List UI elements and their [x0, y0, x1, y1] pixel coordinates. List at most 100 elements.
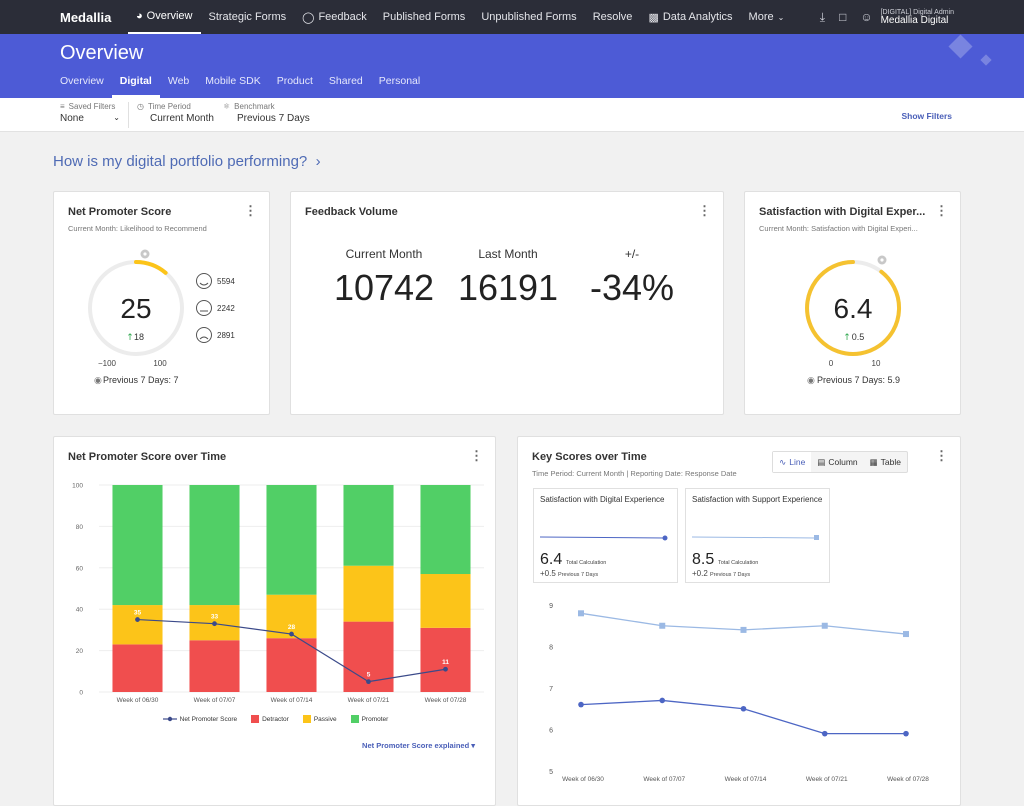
kebab-menu-icon[interactable]: ⋮	[470, 448, 483, 463]
legend-detractor[interactable]: Detractor	[251, 715, 289, 723]
bar-promoter	[266, 485, 317, 595]
nav-published-forms-label: Published Forms	[382, 11, 466, 23]
toggle-line[interactable]: ∿ Line	[773, 452, 812, 472]
tab-personal[interactable]: Personal	[378, 75, 421, 87]
mini-support-value: 8.5	[692, 551, 715, 568]
kebab-menu-icon[interactable]: ⋮	[244, 203, 257, 218]
section-question[interactable]: How is my digital portfolio performing? …	[53, 153, 321, 170]
frown-icon	[196, 327, 212, 343]
benchmark-select[interactable]: ⚛ Benchmark Previous 7 Days	[223, 102, 310, 124]
filter-bar: ≡ Saved Filters None ⌄ ◷ Time Period Curren…	[0, 98, 1024, 132]
bar-chart-icon: ▩	[648, 11, 659, 24]
nps-data-label: 5	[367, 672, 371, 679]
nav-unpublished-forms[interactable]: Unpublished Forms	[473, 0, 584, 34]
series-point-0	[740, 626, 747, 633]
kebab-menu-icon[interactable]: ⋮	[935, 448, 948, 463]
legend-nps[interactable]: Net Promoter Score	[162, 715, 237, 723]
legend-passive[interactable]: Passive	[302, 715, 337, 723]
kebab-menu-icon[interactable]: ⋮	[935, 203, 948, 218]
tab-mobile-sdk[interactable]: Mobile SDK	[205, 75, 261, 87]
clock-icon: ◷	[137, 102, 144, 111]
key-scores-line-chart: 5 6 7 8 9 Week of 06/30 Week of 07/07 Week of 0…	[549, 603, 929, 783]
mini-card-digital[interactable]: Satisfaction with Digital Experience 6.4…	[533, 488, 678, 583]
decor-diamond-small	[980, 54, 992, 66]
user-menu[interactable]: [DIGITAL] Digital Admin Medallia Digital	[881, 9, 954, 26]
series-point-1	[740, 705, 747, 712]
saved-filters-label: Saved Filters	[68, 102, 116, 111]
x-tick-label: Week of 07/21	[348, 697, 390, 704]
nav-more[interactable]: More ⌄	[741, 0, 793, 34]
nav-strategic-forms[interactable]: Strategic Forms	[201, 0, 295, 34]
time-period-select[interactable]: ◷ Time Period Current Month	[137, 102, 214, 124]
nav-feedback[interactable]: ◯ Feedback	[294, 0, 375, 34]
mini-support-delta-label: Previous 7 Days	[710, 572, 751, 578]
tab-product[interactable]: Product	[276, 75, 313, 87]
y-tick-label: 20	[76, 648, 84, 655]
nav-feedback-label: Feedback	[318, 11, 367, 23]
series-line-1	[580, 699, 906, 735]
nps-over-time-title: Net Promoter Score over Time	[68, 451, 227, 463]
tab-web[interactable]: Web	[167, 75, 190, 87]
tab-digital[interactable]: Digital	[111, 74, 160, 98]
nps-data-label: 11	[442, 659, 449, 666]
mini-support-delta: +0.2	[692, 569, 708, 578]
bar-passive	[266, 594, 317, 639]
passives-count: 2242	[217, 304, 235, 313]
toggle-column[interactable]: ▤ Column	[811, 452, 863, 472]
question-text: How is my digital portfolio performing?	[53, 153, 308, 170]
nav-overview[interactable]: ◕ Overview	[128, 0, 201, 34]
pin-icon: ◉	[94, 376, 102, 386]
nps-point	[212, 621, 217, 627]
benchmark-value: Previous 7 Days	[237, 113, 310, 124]
nav-data-analytics[interactable]: ▩ Data Analytics	[640, 0, 740, 34]
kebab-menu-icon[interactable]: ⋮	[698, 203, 711, 218]
nav-strategic-forms-label: Strategic Forms	[208, 11, 287, 23]
series-point-1	[821, 730, 828, 737]
mini-card-support[interactable]: Satisfaction with Support Experience 8.5…	[685, 488, 830, 583]
nav-published-forms[interactable]: Published Forms	[375, 0, 474, 34]
medallia-logo[interactable]: Medallia	[60, 9, 112, 25]
promoters-count: 5594	[217, 277, 235, 286]
chart-type-toggle: ∿ Line ▤ Column ▦ Table	[772, 451, 908, 473]
x-tick-label: Week of 07/07	[643, 776, 685, 783]
legend-promoter[interactable]: Promoter	[350, 715, 388, 723]
toggle-column-label: Column	[828, 457, 858, 467]
nps-explained-link[interactable]: Net Promoter Score explained ▾	[362, 741, 475, 750]
bar-promoter	[420, 485, 471, 575]
series-point-1	[578, 701, 584, 708]
nps-point	[289, 631, 294, 637]
current-month-value: 10742	[333, 267, 435, 308]
bar-passive	[420, 574, 471, 628]
tab-overview[interactable]: Overview	[60, 75, 104, 87]
key-scores-subtitle: Time Period: Current Month | Reporting D…	[532, 469, 737, 478]
saved-filters-select[interactable]: ≡ Saved Filters None ⌄	[60, 102, 120, 124]
top-nav: Medallia ◕ Overview Strategic Forms ◯ Fe…	[0, 0, 1024, 34]
bar-detractor	[112, 644, 163, 692]
tab-shared[interactable]: Shared	[328, 75, 363, 87]
banner-tabs: Overview Digital Web Mobile SDK Product …	[52, 74, 428, 98]
download-icon[interactable]: ⤓	[819, 9, 826, 24]
difference-label: +/-	[624, 247, 640, 261]
nps-point	[443, 666, 448, 672]
nps-over-time-card: Net Promoter Score over Time ⋮ 0 20 40 60 80…	[53, 436, 496, 806]
x-tick-label: Week of 06/30	[562, 776, 604, 783]
pin-icon: ◉	[807, 376, 815, 386]
benchmark-label: Benchmark	[234, 102, 275, 111]
x-tick-label: Week of 07/14	[725, 776, 767, 783]
nav-more-label: More	[748, 11, 774, 23]
kpi-difference: +/- -34%	[580, 247, 684, 309]
show-filters-button[interactable]: Show Filters	[901, 111, 952, 121]
toggle-table[interactable]: ▦ Table	[864, 452, 907, 472]
satisfaction-max: 10	[872, 359, 881, 368]
y-tick-label: 5	[549, 769, 553, 776]
time-period-value: Current Month	[150, 113, 214, 124]
toggle-table-label: Table	[880, 457, 901, 467]
y-tick-label: 7	[549, 686, 553, 693]
mini-digital-delta-label: Previous 7 Days	[558, 572, 599, 578]
nav-resolve[interactable]: Resolve	[585, 0, 641, 34]
bookmark-icon[interactable]: □	[839, 10, 847, 24]
user-avatar-icon[interactable]: ☺	[860, 10, 873, 24]
satisfaction-gauge: 6.4 ↑ 0.5 0 10 ◉ Previous 7 Days: 5.9	[805, 255, 901, 386]
bar-detractor	[189, 640, 240, 692]
mini-digital-value-label: Total Calculation	[566, 560, 607, 566]
